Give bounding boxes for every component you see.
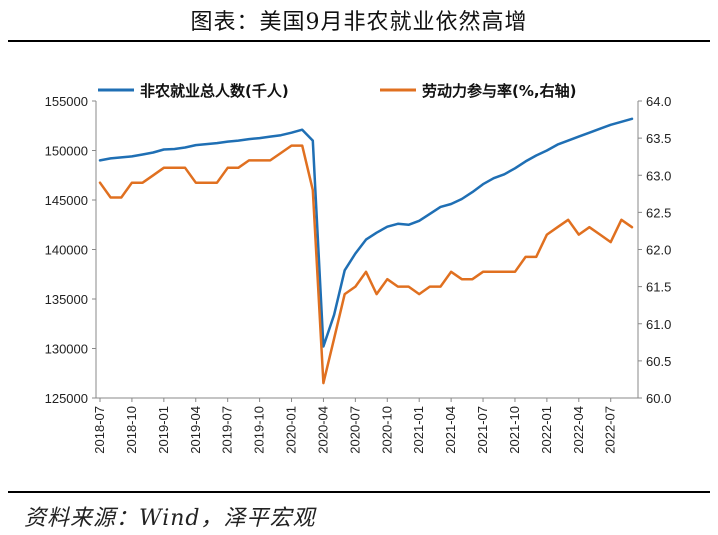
- x-tick-label: 2018-10: [124, 406, 139, 454]
- x-tick-label: 2022-07: [603, 406, 618, 454]
- x-tick-label: 2021-04: [443, 406, 458, 454]
- x-tick-label: 2021-10: [507, 406, 522, 454]
- chart-series: [98, 117, 634, 385]
- x-tick-label: 2019-07: [220, 406, 235, 454]
- top-rule: [8, 40, 710, 42]
- series-line-payrolls: [98, 117, 634, 348]
- x-tick-label: 2022-04: [571, 406, 586, 454]
- x-tick-label: 2019-10: [252, 406, 267, 454]
- y-left-tick-label: 125000: [45, 391, 88, 406]
- x-tick-label: 2020-01: [284, 406, 299, 454]
- y-left-tick-label: 155000: [45, 94, 88, 109]
- y-right-tick-label: 60.0: [646, 391, 671, 406]
- chart-legend: 非农就业总人数(千人) 劳动力参与率(%,右轴): [98, 82, 576, 100]
- y-right-tick-label: 63.5: [646, 131, 671, 146]
- y-right-tick-label: 61.5: [646, 280, 671, 295]
- x-tick-label: 2020-04: [315, 406, 330, 454]
- series-line-participation: [98, 144, 634, 385]
- x-tick-label: 2019-04: [188, 406, 203, 454]
- x-tick-label: 2021-07: [475, 406, 490, 454]
- y-right-tick-label: 62.0: [646, 243, 671, 258]
- y-right-tick-label: 63.0: [646, 168, 671, 183]
- y-left-tick-label: 135000: [45, 292, 88, 307]
- page-title: 图表：美国9月非农就业依然高增: [190, 10, 528, 35]
- x-tick-label: 2021-01: [411, 406, 426, 454]
- y-right-tick-label: 62.5: [646, 205, 671, 220]
- chart-axes: 125000 130000 135000 140000 145000 150000 1550…: [45, 94, 672, 454]
- y-left-tick-label: 140000: [45, 243, 88, 258]
- legend-label-payrolls: 非农就业总人数(千人): [140, 82, 289, 100]
- x-tick-label: 2019-01: [156, 406, 171, 454]
- source-note: 资料来源：Wind，泽平宏观: [24, 506, 316, 531]
- x-tick-label: 2022-01: [539, 406, 554, 454]
- legend-label-participation: 劳动力参与率(%,右轴): [422, 82, 576, 100]
- bottom-rule: [8, 491, 710, 493]
- y-left-tick-label: 150000: [45, 144, 88, 159]
- y-left-tick-label: 130000: [45, 342, 88, 357]
- y-right-tick-label: 64.0: [646, 94, 671, 109]
- y-left-tick-label: 145000: [45, 193, 88, 208]
- x-tick-label: 2018-07: [92, 406, 107, 454]
- y-right-tick-label: 60.5: [646, 354, 671, 369]
- y-right-tick-label: 61.0: [646, 317, 671, 332]
- x-tick-label: 2020-07: [347, 406, 362, 454]
- x-tick-label: 2020-10: [379, 406, 394, 454]
